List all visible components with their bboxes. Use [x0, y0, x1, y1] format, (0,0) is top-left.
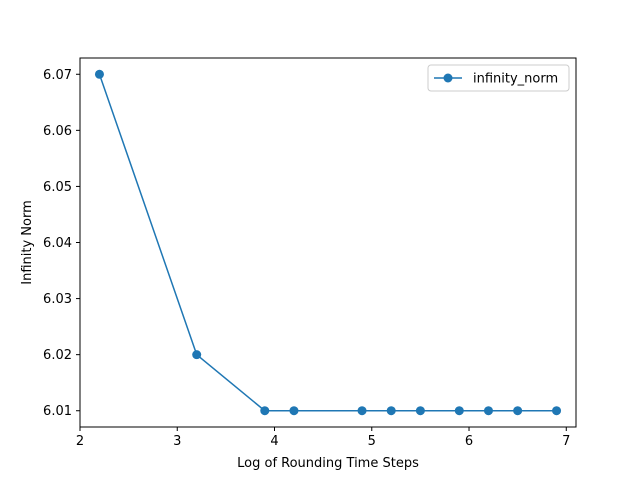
y-tick-label: 6.01	[43, 404, 72, 419]
series-layer	[94, 69, 562, 416]
y-axis-label: Infinity Norm	[20, 200, 35, 285]
x-tick-label: 4	[270, 434, 278, 449]
data-point	[483, 406, 493, 416]
legend-marker-infinity-norm	[443, 73, 453, 83]
x-tick-label: 5	[368, 434, 376, 449]
data-point	[552, 406, 562, 416]
data-point	[192, 350, 202, 360]
y-tick-label: 6.06	[43, 124, 72, 139]
x-tick-label: 6	[465, 434, 473, 449]
y-tick-label: 6.02	[43, 348, 72, 363]
data-point	[94, 69, 104, 79]
x-tick-label: 3	[173, 434, 181, 449]
x-tick-label: 7	[562, 434, 570, 449]
data-point	[260, 406, 270, 416]
y-tick-label: 6.03	[43, 292, 72, 307]
y-axis-ticks: 6.01 6.02 6.03 6.04 6.05 6.06 6.07	[43, 68, 80, 419]
x-axis-label: Log of Rounding Time Steps	[237, 456, 419, 471]
legend: infinity_norm	[427, 64, 570, 92]
plot-area	[80, 58, 576, 427]
data-point	[386, 406, 396, 416]
x-axis-ticks: 2 3 4 5 6 7	[76, 427, 570, 449]
legend-label-infinity-norm: infinity_norm	[473, 72, 558, 87]
data-point	[513, 406, 523, 416]
y-tick-label: 6.05	[43, 180, 72, 195]
data-point	[454, 406, 464, 416]
data-point	[357, 406, 367, 416]
x-tick-label: 2	[76, 434, 84, 449]
legend-box	[427, 64, 570, 92]
data-point	[289, 406, 299, 416]
y-tick-label: 6.04	[43, 236, 72, 251]
plot-frame	[79, 57, 577, 428]
y-tick-label: 6.07	[43, 68, 72, 83]
data-point	[415, 406, 425, 416]
